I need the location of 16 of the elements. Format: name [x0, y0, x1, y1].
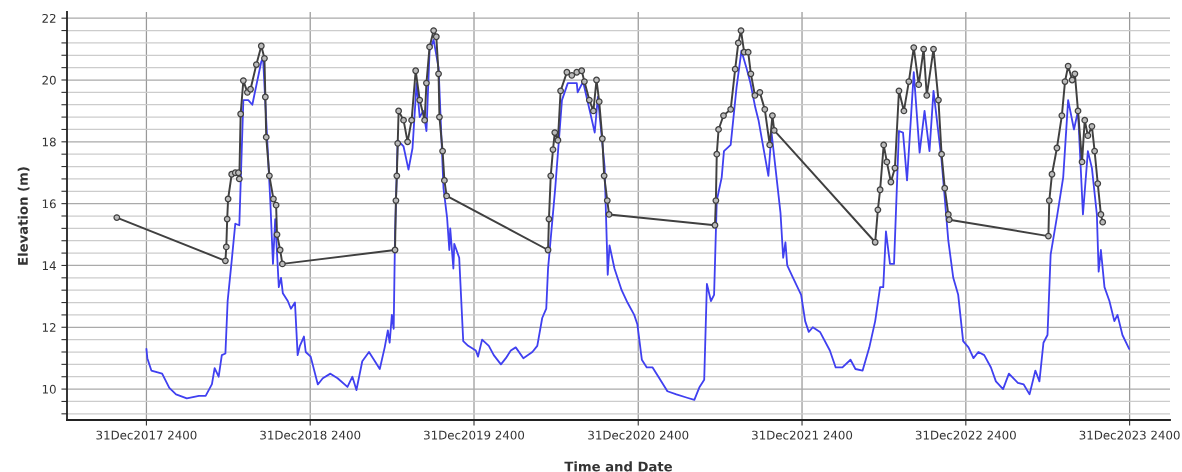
x-tick-label: 31Dec2017 2400	[96, 430, 197, 440]
y-tick-label: 22	[42, 13, 56, 23]
x-axis-title: Time and Date	[564, 461, 672, 472]
x-tick-label: 31Dec2020 2400	[588, 430, 689, 440]
x-tick-label: 31Dec2021 2400	[752, 430, 853, 440]
y-tick-label: 14	[42, 261, 56, 270]
x-tick-label: 31Dec2022 2400	[915, 430, 1016, 440]
y-tick-label: 18	[42, 137, 56, 147]
x-tick-label: 31Dec2019 2400	[424, 430, 525, 440]
y-tick-label: 20	[42, 75, 56, 85]
y-tick-label: 12	[42, 323, 56, 332]
x-tick-label: 31Dec2023 2400	[1079, 430, 1180, 440]
x-tick-label: 31Dec2018 2400	[260, 430, 361, 440]
y-tick-label: 16	[42, 199, 56, 209]
y-tick-label: 10	[42, 384, 56, 394]
y-axis-title: Elevation (m)	[17, 167, 30, 265]
